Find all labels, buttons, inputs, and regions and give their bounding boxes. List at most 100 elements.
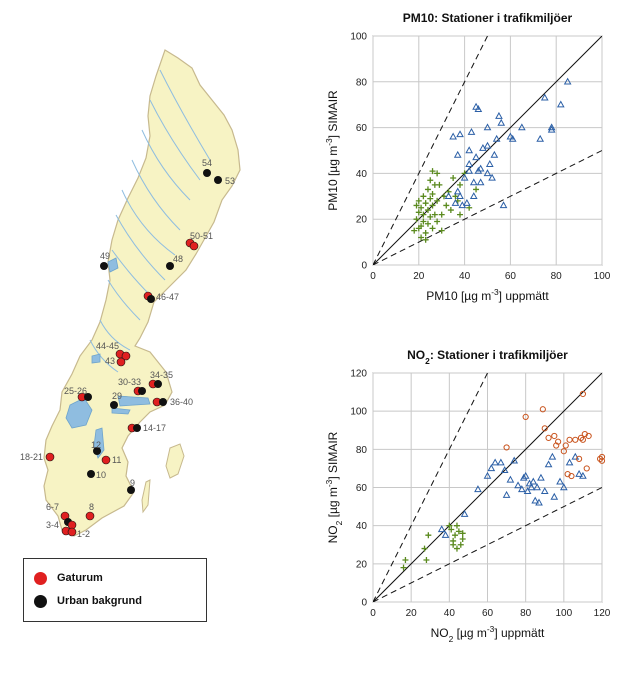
y-tick-label: 40 (356, 169, 368, 180)
data-point-circle (579, 436, 587, 443)
station-marker-urban (203, 169, 211, 177)
y-axis-label: NO2 [µg m-3] SIMAIR (324, 431, 344, 543)
pm10-scatter-chart: PM10: Stationer i trafikmiljöer 0 20 40 60 80… (300, 0, 639, 335)
data-point-plus (422, 236, 429, 243)
data-point-triangle (465, 146, 474, 154)
x-axis-label: PM10 [µg m-3] uppmätt (426, 287, 549, 303)
data-point-triangle (499, 201, 508, 209)
station-label: 50-51 (190, 231, 213, 241)
data-point-circle (596, 455, 604, 462)
data-point-plus (429, 168, 436, 175)
data-point-triangle (456, 192, 464, 199)
y-axis-label: PM10 [µg m-3] SIMAIR (324, 90, 340, 211)
data-point-triangle (563, 77, 572, 85)
data-point-plus (418, 204, 425, 211)
y-tick-label: 100 (350, 32, 367, 43)
data-point-circle (598, 453, 606, 461)
data-point-circle (577, 434, 585, 441)
station-marker-urban (166, 262, 174, 270)
station-labels: 54 53 50-51 49 48 46-47 44-45 43 34-35 3… (20, 158, 235, 539)
data-point-plus (448, 526, 455, 533)
station-marker-urban (159, 398, 167, 406)
data-point-triangle (437, 525, 446, 533)
data-point-circle (560, 448, 567, 455)
data-point-plus (421, 545, 428, 552)
data-point-plus (415, 197, 422, 204)
oland-island (141, 479, 151, 514)
lake-malaren (117, 395, 151, 407)
data-point-plus (402, 557, 409, 564)
sweden-map: 54 53 50-51 49 48 46-47 44-45 43 34-35 3… (10, 40, 241, 539)
data-point-triangle (460, 173, 469, 181)
y-tick-label: 0 (361, 261, 367, 272)
chart-title: NO2: Stationer i trafikmiljöer (407, 348, 568, 366)
station-label: 34-35 (150, 370, 173, 380)
data-point-plus (422, 200, 429, 207)
station-label: 48 (173, 254, 183, 264)
data-point-plus (422, 229, 429, 236)
station-label: 44-45 (96, 341, 119, 351)
legend-label: Urban bakgrund (57, 595, 142, 607)
data-point-triangle (476, 178, 485, 186)
data-point-triangle (571, 452, 580, 460)
data-point-triangle (531, 496, 540, 504)
data-point-plus (425, 532, 432, 539)
station-marker-urban (154, 380, 162, 388)
data-point-triangle (453, 150, 462, 158)
data-point-plus (457, 541, 464, 548)
data-point-triangle (527, 483, 536, 491)
data-point-plus (436, 181, 443, 188)
data-point-plus (423, 557, 430, 564)
factor-two-line (373, 487, 602, 602)
data-point-plus (427, 195, 434, 202)
station-marker-street (85, 511, 95, 521)
x-tick-label: 100 (555, 608, 572, 619)
data-point-triangle (533, 483, 541, 491)
legend-item-gaturum: Gaturum (34, 568, 103, 588)
data-point-triangle (500, 466, 509, 474)
data-point-triangle (559, 483, 568, 491)
data-point-triangle (523, 487, 532, 495)
data-point-plus (459, 536, 466, 543)
data-point-plus (420, 193, 427, 200)
data-point-plus (443, 202, 450, 209)
station-marker-urban (110, 401, 118, 409)
data-point-circle (576, 455, 583, 462)
station-marker-urban (127, 486, 135, 494)
data-point-triangle (463, 198, 471, 206)
data-point-triangle (474, 105, 483, 112)
data-point-triangle (518, 485, 526, 493)
data-point-circle (562, 442, 569, 449)
data-point-triangle (467, 127, 476, 135)
data-point-triangle (465, 166, 474, 174)
data-point-triangle (456, 130, 464, 138)
lake-hjalmaren (111, 407, 131, 415)
station-label: 3-4 (46, 520, 59, 530)
y-tick-label: 20 (356, 559, 368, 570)
data-point-triangle (483, 471, 492, 479)
data-point-triangle (519, 473, 528, 481)
data-point-plus (413, 216, 420, 223)
data-point-circle (541, 425, 548, 432)
data-point-triangle (469, 192, 478, 199)
data-point-plus (415, 225, 422, 232)
y-tick-label: 80 (356, 445, 368, 456)
data-point-plus (455, 528, 462, 535)
station-label: 46-47 (156, 292, 179, 302)
data-point-plus (415, 209, 422, 216)
data-point-plus (424, 207, 431, 214)
x-tick-label: 0 (370, 271, 376, 282)
data-point-triangle (535, 498, 543, 506)
data-point-plus (427, 177, 434, 184)
data-point-triangle (521, 471, 530, 479)
data-point-triangle (506, 475, 515, 483)
data-point-triangle (490, 150, 499, 158)
data-point-triangle (544, 460, 553, 468)
data-point-triangle (449, 132, 457, 140)
data-point-plus (424, 186, 431, 193)
data-point-plus (438, 211, 445, 218)
data-point-plus (400, 564, 407, 571)
station-label: 53 (225, 176, 235, 186)
x-tick-label: 20 (406, 608, 418, 619)
station-label: 11 (112, 455, 121, 465)
